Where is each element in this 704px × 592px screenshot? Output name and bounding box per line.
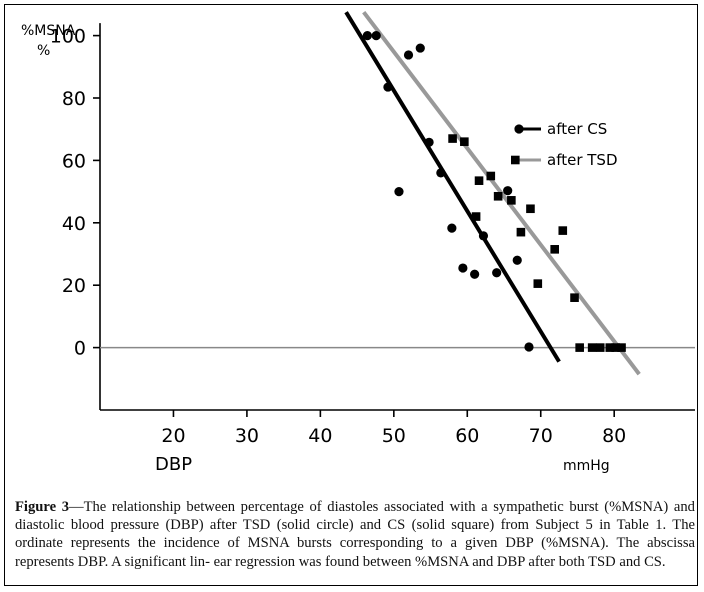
data-point-circle [436, 168, 446, 178]
chart-axes: 0 20 40 60 80 100 20 30 40 50 60 70 80 [50, 23, 695, 447]
data-point-square [516, 227, 526, 237]
data-point-square [526, 204, 535, 214]
data-point-circle [512, 255, 522, 265]
legend-marker-circle [514, 124, 524, 134]
data-point-square [570, 293, 579, 302]
x-axis-unit: mmHg [563, 458, 610, 474]
data-point-square [611, 343, 620, 352]
x-axis-title: DBP [155, 454, 192, 475]
data-point-circle [362, 31, 372, 41]
data-point-circle [478, 231, 489, 241]
figure-caption: Figure 3—The relationship between percen… [15, 498, 695, 571]
data-point-circle [383, 82, 393, 92]
series-layer [344, 10, 641, 376]
data-point-circle [403, 50, 414, 60]
data-point-circle [447, 223, 457, 233]
data-point-square [507, 196, 516, 205]
caption-line: ear regression was found between %MSNA a… [213, 553, 666, 570]
caption-line: —The relationship between percentage of … [69, 499, 564, 515]
data-point-square [587, 343, 597, 352]
data-point-square [533, 279, 543, 288]
y-tick-label: 20 [62, 275, 86, 297]
y-tick-label: 100 [50, 26, 86, 48]
legend-label: after CS [547, 120, 607, 138]
legend-marker-square [511, 155, 520, 165]
data-point-square [617, 343, 626, 352]
data-point-circle [503, 186, 513, 196]
data-point-square [558, 226, 568, 235]
data-point-square [595, 343, 605, 352]
y-axis-unit: % [37, 43, 50, 59]
data-point-circle [524, 342, 534, 352]
data-point-circle [394, 187, 404, 197]
data-point-square [486, 171, 496, 181]
caption-line: burst (%MSNA) and diastolic blood pressu… [15, 499, 695, 534]
x-tick-label: 50 [382, 425, 406, 447]
y-tick-label: 0 [74, 338, 86, 360]
data-point-circle [470, 269, 480, 279]
data-point-circle [458, 263, 468, 273]
data-point-circle [415, 43, 425, 53]
data-point-circle [424, 137, 434, 147]
data-point-square [550, 245, 559, 254]
data-point-circle [371, 31, 381, 41]
chart-legend: after CS after TSD [511, 120, 618, 169]
y-tick-label: 80 [62, 88, 86, 110]
x-tick-label: 30 [235, 425, 259, 447]
figure-frame: 0 20 40 60 80 100 20 30 40 50 60 70 80 %MSNA % DBP m… [4, 4, 698, 586]
caption-line: corresponding to a given DBP (%MSNA). Th… [15, 535, 695, 570]
y-tick-label: 60 [62, 150, 86, 172]
legend-label: after TSD [547, 151, 618, 169]
data-point-square [448, 134, 457, 143]
data-point-circle [492, 268, 502, 278]
caption-line: square) from Subject 5 in Table 1. The o… [15, 517, 695, 552]
y-tick-label: 40 [62, 213, 86, 235]
regression-line [344, 11, 561, 363]
scatter-chart: 0 20 40 60 80 100 20 30 40 50 60 70 80 %MSNA % DBP m… [21, 10, 695, 475]
axis-labels: %MSNA % DBP mmHg [21, 23, 610, 475]
data-point-square [493, 191, 503, 201]
x-tick-label: 80 [602, 425, 626, 447]
x-tick-label: 20 [161, 425, 185, 447]
x-tick-label: 70 [529, 425, 553, 447]
y-axis-title: %MSNA [21, 23, 76, 39]
caption-label: Figure 3 [15, 499, 69, 515]
data-point-square [605, 343, 615, 352]
data-point-square [460, 137, 469, 146]
x-tick-label: 40 [308, 425, 332, 447]
data-point-square [471, 212, 481, 221]
data-point-square [474, 176, 484, 185]
data-point-square [575, 343, 584, 352]
x-tick-label: 60 [455, 425, 479, 447]
